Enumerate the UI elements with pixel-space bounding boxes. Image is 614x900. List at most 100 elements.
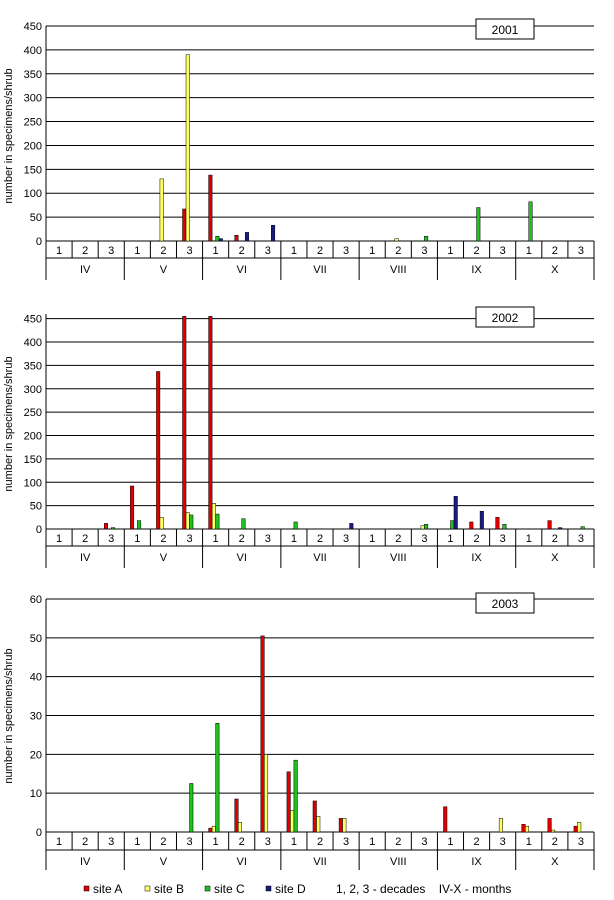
decade-tick-label: 1 [369, 533, 375, 545]
bar [237, 822, 242, 833]
bar [551, 829, 556, 833]
bar [211, 825, 216, 833]
month-tick-label: V [160, 552, 168, 564]
y-tick-label: 60 [30, 594, 42, 606]
decade-tick-label: 2 [317, 245, 323, 257]
title-box [475, 592, 535, 614]
bar [260, 635, 265, 833]
decade-tick-label: 2 [317, 836, 323, 848]
month-tick-label: VI [237, 264, 247, 276]
decade-tick-label: 3 [343, 836, 349, 848]
y-axis-label: number in specimens/shrub [3, 648, 15, 783]
y-tick-label: 300 [24, 93, 42, 105]
y-tick-label: 400 [24, 337, 42, 349]
month-tick-label: X [551, 856, 559, 868]
legend-note: 1, 2, 3 - decades IV-X - months [336, 882, 511, 896]
decade-tick-label: 1 [447, 836, 453, 848]
decade-tick-label: 3 [578, 533, 584, 545]
y-tick-label: 250 [24, 407, 42, 419]
month-tick-label: VI [237, 552, 247, 564]
bar [443, 806, 448, 833]
bar [453, 496, 458, 530]
decade-tick-label: 1 [447, 245, 453, 257]
y-tick-label: 50 [30, 212, 42, 224]
legend-swatch-site-d [265, 885, 272, 892]
grid [46, 598, 594, 833]
decade-tick-label: 1 [134, 245, 140, 257]
decade-tick-label: 2 [160, 245, 166, 257]
decade-tick-label: 2 [82, 533, 88, 545]
y-tick-label: 150 [24, 454, 42, 466]
bar [338, 818, 343, 833]
bar [182, 316, 187, 530]
bar [450, 520, 455, 530]
decade-tick-label: 3 [108, 533, 114, 545]
decade-tick-label: 3 [343, 533, 349, 545]
y-tick-label: 50 [30, 501, 42, 513]
bar [208, 316, 213, 530]
legend-swatch-site-b [144, 885, 151, 892]
month-tick-label: V [160, 856, 168, 868]
bar [215, 513, 220, 530]
legend-label: site C [214, 882, 245, 896]
bar [264, 754, 269, 833]
decade-tick-label: 1 [369, 836, 375, 848]
decade-tick-label: 2 [160, 836, 166, 848]
month-tick-label: VIII [390, 264, 407, 276]
y-tick-label: 0 [36, 236, 42, 248]
bar [286, 771, 291, 833]
decade-tick-label: 2 [82, 836, 88, 848]
decade-tick-label: 1 [134, 533, 140, 545]
bar [577, 822, 582, 833]
chart-2003: number in specimens/shrub 0 10 20 30 40 50 60 1… [3, 592, 595, 870]
legend-swatch-site-c [204, 885, 211, 892]
legend-label: site D [275, 882, 306, 896]
chart-2002: number in specimens/shrub 0 50 100 150 200 25… [3, 306, 595, 568]
y-tick-label: 300 [24, 384, 42, 396]
title-box [475, 306, 535, 328]
decade-tick-label: 2 [395, 245, 401, 257]
bar [476, 207, 481, 242]
bar [349, 523, 354, 530]
chart-title: 2001 [492, 23, 519, 37]
decade-tick-label: 1 [56, 533, 62, 545]
bar [211, 503, 216, 530]
month-tick-label: VII [313, 856, 326, 868]
y-tick-label: 100 [24, 477, 42, 489]
month-tick-label: IV [80, 856, 91, 868]
decade-tick-label: 2 [239, 533, 245, 545]
bar [234, 235, 239, 242]
y-tick-label: 450 [24, 314, 42, 326]
y-axis-label: number in specimens/shrub [3, 356, 15, 491]
y-tick-label: 400 [24, 45, 42, 57]
bar [573, 825, 578, 833]
bar [290, 810, 295, 833]
bar [189, 783, 194, 833]
y-tick-label: 0 [36, 524, 42, 536]
bar [495, 517, 500, 530]
decade-tick-label: 1 [213, 533, 219, 545]
month-tick-label: IX [471, 264, 482, 276]
decade-tick-label: 3 [265, 836, 271, 848]
y-tick-label: 30 [30, 711, 42, 723]
decade-tick-label: 1 [291, 245, 297, 257]
bar [293, 521, 298, 530]
decade-tick-label: 2 [474, 836, 480, 848]
decade-tick-label: 2 [317, 533, 323, 545]
bar [156, 371, 161, 530]
series-site-a [103, 316, 552, 530]
decade-tick-label: 1 [213, 836, 219, 848]
decade-tick-label: 3 [186, 245, 192, 257]
bar [271, 224, 276, 242]
y-tick-label: 250 [24, 117, 42, 129]
decade-tick-label: 1 [134, 836, 140, 848]
series-site-b [159, 503, 425, 530]
decade-tick-label: 1 [526, 533, 532, 545]
month-tick-label: VI [237, 856, 247, 868]
month-tick-label: VII [313, 552, 326, 564]
bar [498, 818, 503, 833]
bar [130, 485, 135, 530]
bar [394, 238, 399, 242]
month-tick-label: VIII [390, 552, 407, 564]
